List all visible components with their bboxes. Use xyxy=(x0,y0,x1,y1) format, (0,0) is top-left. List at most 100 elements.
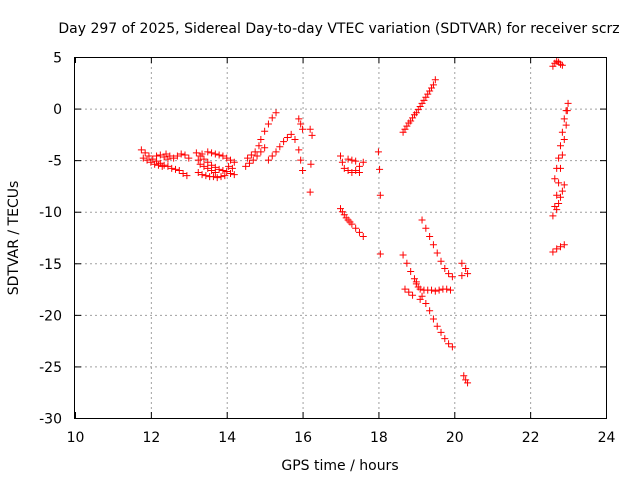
data-point xyxy=(272,109,280,117)
data-point xyxy=(424,90,432,98)
data-point xyxy=(549,248,557,256)
data-point xyxy=(549,212,557,220)
data-point xyxy=(268,152,276,160)
data-point xyxy=(560,241,568,249)
data-point xyxy=(217,173,225,181)
data-point xyxy=(409,114,417,122)
data-point xyxy=(168,164,176,172)
data-point xyxy=(291,136,299,144)
data-point xyxy=(208,149,216,157)
data-point xyxy=(407,268,415,276)
data-point xyxy=(264,120,272,128)
data-point xyxy=(308,131,316,139)
data-point xyxy=(409,291,417,299)
data-point xyxy=(401,285,409,293)
data-point xyxy=(151,160,159,168)
data-point xyxy=(352,157,360,165)
data-point xyxy=(181,151,189,159)
data-point xyxy=(405,288,413,296)
data-point xyxy=(156,151,164,159)
data-point xyxy=(556,193,564,201)
data-point xyxy=(307,160,315,168)
data-point xyxy=(261,127,269,135)
data-point xyxy=(562,121,570,129)
grid xyxy=(75,57,606,418)
data-point xyxy=(422,93,430,101)
ticks: 10 12 14 16 18 20 22 24 -30 -25 -20 -15 -10 -5 0 5 xyxy=(39,51,615,447)
data-point xyxy=(462,264,470,272)
data-point xyxy=(280,138,288,146)
data-point xyxy=(437,257,445,265)
data-point xyxy=(426,307,434,315)
data-point xyxy=(555,199,563,207)
data-point xyxy=(173,152,181,160)
data-point xyxy=(209,173,217,181)
data-point xyxy=(337,205,344,213)
data-point xyxy=(247,151,255,159)
data-point xyxy=(553,191,561,199)
data-point xyxy=(223,154,231,162)
data-point xyxy=(355,162,363,170)
data-point xyxy=(416,285,424,293)
data-point xyxy=(562,107,570,115)
data-point xyxy=(297,120,305,128)
data-point xyxy=(221,172,229,180)
data-point xyxy=(154,161,162,169)
data-point xyxy=(342,214,350,222)
data-point xyxy=(295,146,303,154)
data-point xyxy=(337,152,344,160)
data-point xyxy=(172,165,180,173)
data-point xyxy=(194,169,202,177)
x-tick-label: 18 xyxy=(370,430,388,446)
data-point xyxy=(555,154,563,162)
data-point xyxy=(555,179,563,187)
data-point xyxy=(245,159,253,167)
data-point xyxy=(344,155,352,163)
x-tick-label: 14 xyxy=(218,430,236,446)
data-point xyxy=(352,224,360,232)
data-point xyxy=(272,148,280,156)
data-point xyxy=(170,154,178,162)
data-point xyxy=(251,148,259,156)
data-point xyxy=(414,106,422,114)
data-point xyxy=(464,379,472,387)
data-point xyxy=(431,287,439,295)
data-point xyxy=(244,154,252,162)
data-point xyxy=(359,158,367,166)
data-point xyxy=(448,273,456,281)
data-point xyxy=(374,148,382,156)
data-point xyxy=(560,181,568,189)
data-point xyxy=(412,278,420,286)
data-point xyxy=(399,251,407,259)
data-point xyxy=(556,142,564,150)
data-point xyxy=(412,109,420,117)
data-point xyxy=(416,295,424,303)
data-points xyxy=(137,57,572,387)
data-point xyxy=(211,150,219,158)
data-point xyxy=(399,128,407,136)
data-point xyxy=(295,115,303,123)
data-point xyxy=(405,119,413,127)
x-tick-label: 10 xyxy=(67,430,85,446)
x-tick-label: 24 xyxy=(598,430,616,446)
data-point xyxy=(443,285,451,293)
data-point xyxy=(139,154,147,162)
data-point xyxy=(338,208,346,216)
data-point xyxy=(549,62,557,70)
data-point xyxy=(208,166,216,174)
data-point xyxy=(164,155,172,163)
data-point xyxy=(194,156,202,164)
data-point xyxy=(215,151,223,159)
data-point xyxy=(433,322,441,330)
data-point xyxy=(227,170,235,178)
data-point xyxy=(344,166,352,174)
x-tick-label: 20 xyxy=(446,430,464,446)
data-point xyxy=(204,164,212,172)
data-point xyxy=(445,340,453,348)
data-point xyxy=(137,146,145,154)
data-point xyxy=(158,162,166,170)
data-point xyxy=(376,191,384,199)
data-point xyxy=(558,128,566,136)
data-point xyxy=(429,241,437,249)
data-point xyxy=(242,162,250,170)
